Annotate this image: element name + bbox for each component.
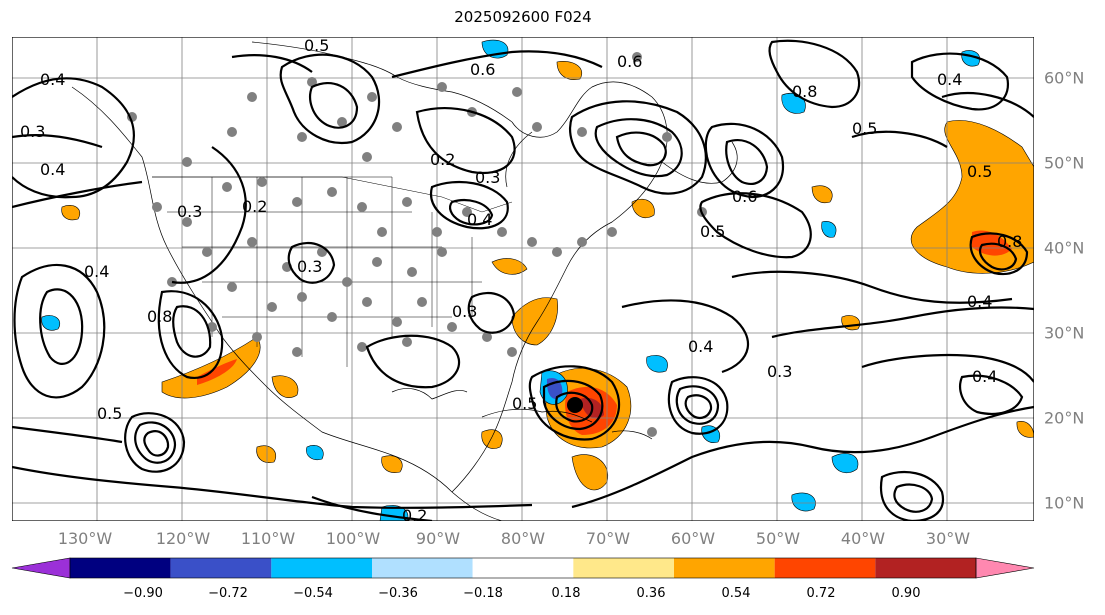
colorbar-tick: −0.18 xyxy=(463,586,503,601)
contour-label: 0.3 xyxy=(767,362,792,381)
lon-label: 30°W xyxy=(925,529,971,548)
state-borders xyxy=(152,176,513,367)
colorbar-swatch xyxy=(271,558,372,578)
lat-label: 40°N xyxy=(1044,238,1085,258)
contour-label: 0.5 xyxy=(967,162,992,181)
contour-label: 0.8 xyxy=(997,232,1022,251)
lon-label: 50°W xyxy=(755,529,801,548)
lon-label: 80°W xyxy=(500,529,546,548)
lat-label: 20°N xyxy=(1044,408,1085,428)
map-title: 2025092600 F024 xyxy=(454,8,592,26)
colorbar-swatch xyxy=(170,558,272,578)
colorbar-swatch xyxy=(70,558,171,578)
colorbar-tick: 0.54 xyxy=(721,586,751,601)
contour-label: 0.5 xyxy=(304,37,329,55)
contour-label: 0.4 xyxy=(972,367,997,386)
colorbar-tick: −0.36 xyxy=(378,586,418,601)
contour-label: 0.3 xyxy=(20,122,45,141)
contour-label: 0.4 xyxy=(967,292,992,311)
contour-label: 0.8 xyxy=(792,82,817,101)
lon-label: 110°W xyxy=(240,529,296,548)
contour-label: 0.3 xyxy=(452,302,477,321)
contour-label: 0.5 xyxy=(700,222,725,241)
lon-label: 120°W xyxy=(155,529,211,548)
contour-label: 0.4 xyxy=(467,210,492,229)
contour-label: 0.4 xyxy=(84,262,109,281)
colorbar-extend-high xyxy=(975,557,1035,579)
contour-label-group: 0.5 0.6 0.4 0.3 0.4 0.2 0.3 0.4 0.3 0.4 … xyxy=(20,37,1022,521)
lon-label: 40°W xyxy=(840,529,886,548)
contour-label: 0.5 xyxy=(852,119,877,138)
contour-label: 0.3 xyxy=(297,257,322,276)
contour-lines xyxy=(12,39,1034,521)
colorbar-tick: 0.18 xyxy=(551,586,581,601)
contour-label: 0.6 xyxy=(470,60,495,79)
storm-center-marker xyxy=(567,397,583,413)
colorbar-tick: −0.72 xyxy=(208,586,248,601)
lon-label: 100°W xyxy=(325,529,381,548)
contour-label: 0.6 xyxy=(732,187,757,206)
lat-label: 60°N xyxy=(1044,68,1085,88)
contour-label: 0.2 xyxy=(242,197,267,216)
lat-label: 50°N xyxy=(1044,153,1085,173)
contour-label: 0.2 xyxy=(430,150,455,169)
lat-label: 30°N xyxy=(1044,323,1085,343)
contour-label: 0.5 xyxy=(97,404,122,423)
colorbar-swatch xyxy=(774,558,876,578)
colorbar-tick: −0.54 xyxy=(293,586,333,601)
coastlines xyxy=(71,41,738,521)
contour-label: 0.3 xyxy=(475,168,500,187)
colorbar-swatch xyxy=(472,558,574,578)
lon-label: 70°W xyxy=(585,529,631,548)
colorbar-tick: 0.90 xyxy=(891,586,921,601)
colorbar-segments xyxy=(11,557,1035,579)
lon-label: 90°W xyxy=(415,529,461,548)
colorbar xyxy=(11,557,1035,579)
lon-label: 130°W xyxy=(57,529,113,548)
colorbar-tick: 0.72 xyxy=(806,586,836,601)
colorbar-outline xyxy=(69,557,977,579)
station-markers xyxy=(127,52,707,437)
lat-label: 10°N xyxy=(1044,493,1085,513)
colorbar-tick: −0.90 xyxy=(123,586,163,601)
lon-label: 60°W xyxy=(670,529,716,548)
colorbar-swatch xyxy=(372,558,473,578)
colorbar-swatch xyxy=(674,558,775,578)
weather-map: 0.5 0.6 0.4 0.3 0.4 0.2 0.3 0.4 0.3 0.4 … xyxy=(12,37,1034,521)
contour-label: 0.2 xyxy=(402,506,427,521)
colorbar-swatch xyxy=(875,558,976,578)
contour-label: 0.4 xyxy=(40,160,65,179)
contour-label: 0.4 xyxy=(688,337,713,356)
contour-label: 0.4 xyxy=(937,70,962,89)
contour-label: 0.4 xyxy=(40,70,65,89)
colorbar-tick: 0.36 xyxy=(636,586,666,601)
contour-label: 0.5 xyxy=(512,394,537,413)
contour-label: 0.8 xyxy=(147,307,172,326)
colorbar-extend-low xyxy=(11,557,71,579)
contour-label: 0.3 xyxy=(177,202,202,221)
contour-label: 0.6 xyxy=(617,52,642,71)
colorbar-swatch xyxy=(573,558,674,578)
